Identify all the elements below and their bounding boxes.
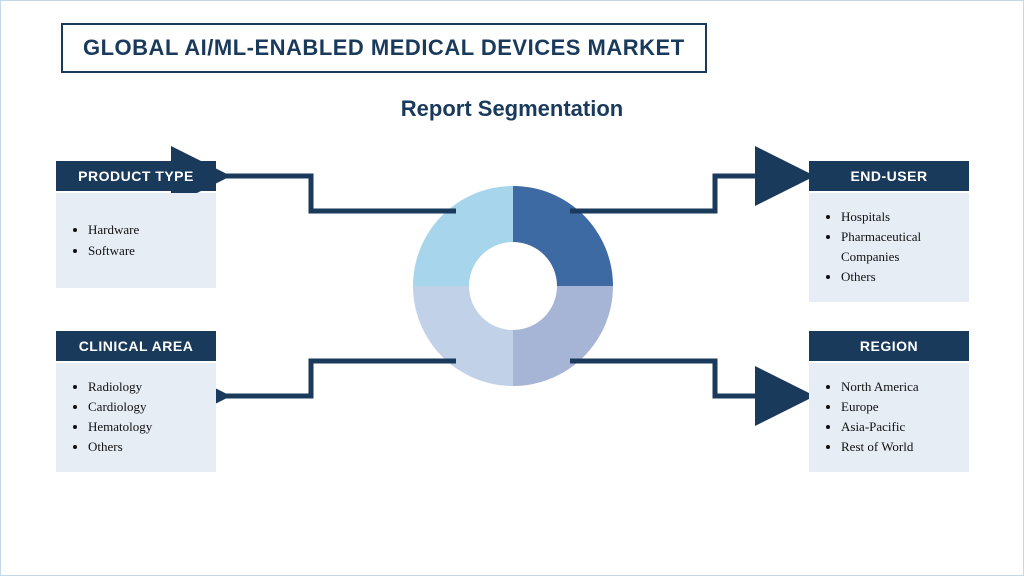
list-item: Radiology	[88, 377, 204, 397]
list-item: Pharmaceutical Companies	[841, 227, 957, 267]
list-item: Software	[88, 241, 139, 261]
segment-header-label: CLINICAL AREA	[79, 338, 194, 354]
segment-header-region: REGION	[809, 331, 969, 361]
segment-header-product-type: PRODUCT TYPE	[56, 161, 216, 191]
segment-body-end-user: HospitalsPharmaceutical CompaniesOthers	[809, 193, 969, 302]
list-item: Asia-Pacific	[841, 417, 957, 437]
segment-header-label: END-USER	[850, 168, 927, 184]
segment-header-end-user: END-USER	[809, 161, 969, 191]
list-item: North America	[841, 377, 957, 397]
list-item: Hematology	[88, 417, 204, 437]
list-item: Europe	[841, 397, 957, 417]
segment-header-label: REGION	[860, 338, 918, 354]
list-item: Hospitals	[841, 207, 957, 227]
segment-header-clinical-area: CLINICAL AREA	[56, 331, 216, 361]
segment-list-region: North AmericaEuropeAsia-PacificRest of W…	[827, 377, 957, 458]
list-item: Others	[841, 267, 957, 287]
list-item: Others	[88, 437, 204, 457]
list-item: Rest of World	[841, 437, 957, 457]
list-item: Cardiology	[88, 397, 204, 417]
list-item: Hardware	[88, 220, 139, 240]
segment-list-end-user: HospitalsPharmaceutical CompaniesOthers	[827, 207, 957, 288]
segment-body-region: North AmericaEuropeAsia-PacificRest of W…	[809, 363, 969, 472]
segment-list-product-type: HardwareSoftware	[74, 220, 139, 260]
segment-header-label: PRODUCT TYPE	[78, 168, 194, 184]
segment-list-clinical-area: RadiologyCardiologyHematologyOthers	[74, 377, 204, 458]
segment-body-product-type: HardwareSoftware	[56, 193, 216, 288]
segment-body-clinical-area: RadiologyCardiologyHematologyOthers	[56, 363, 216, 472]
